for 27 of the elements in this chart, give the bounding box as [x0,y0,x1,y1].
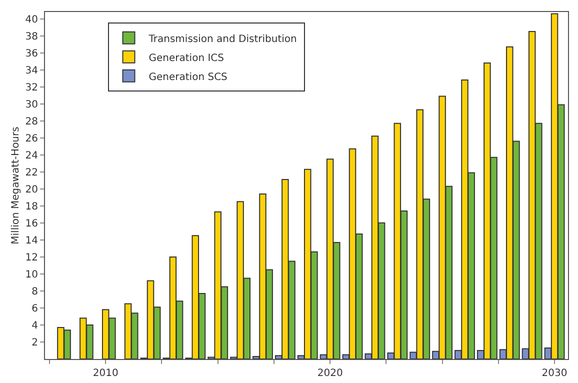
y-tick-label: 38 [25,31,38,42]
y-tick-label: 2 [32,337,38,348]
y-tick-label: 22 [25,167,38,178]
x-tick-label: 2020 [317,368,343,379]
legend-label: Generation ICS [148,52,224,64]
y-tick-label: 24 [25,150,38,162]
y-tick-label: 20 [25,184,38,196]
y-tick-label: 12 [25,252,38,264]
y-tick-label: 14 [25,235,38,246]
y-axis-title: Million Megawatt-Hours [10,126,22,244]
x-tick-label: 2010 [92,368,118,379]
y-tick-label: 18 [25,201,38,212]
y-tick-label: 30 [25,99,38,110]
y-tick-label: 28 [25,116,38,128]
legend-label: Generation SCS [148,72,228,83]
y-tick-label: 16 [25,218,38,230]
y-tick-label: 32 [25,82,38,94]
y-tick-label: 6 [32,303,38,314]
y-tick-label: 4 [32,320,38,332]
y-tick-label: 10 [25,269,38,280]
y-tick-label: 26 [25,133,38,144]
x-tick-label: 2030 [542,368,568,379]
y-tick-label: 36 [25,48,38,60]
y-tick-label: 40 [25,14,38,26]
y-tick-label: 34 [25,65,38,76]
y-tick-label: 8 [32,286,38,298]
legend-label: Transmission and Distribution [148,34,297,45]
